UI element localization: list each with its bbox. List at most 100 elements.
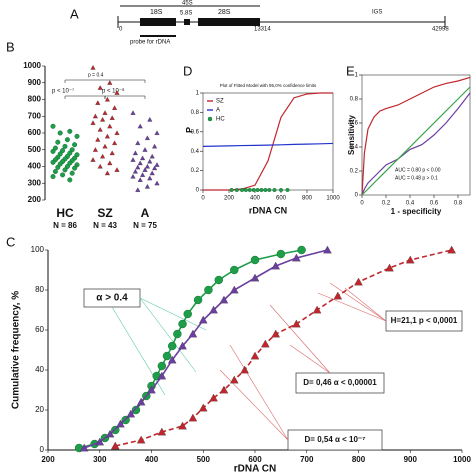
x-tick-label: 0.8: [454, 201, 463, 207]
x-tick-label: 400: [145, 455, 159, 464]
x-tick-label: HC: [56, 206, 74, 220]
annotation-box: [295, 372, 385, 394]
marker: [271, 261, 280, 270]
series-line: [361, 76, 471, 196]
marker: [64, 163, 70, 169]
y-tick-label: 700: [28, 111, 42, 120]
marker: [157, 427, 167, 436]
marker: [97, 127, 103, 132]
marker: [107, 160, 113, 166]
marker: [204, 285, 213, 295]
marker: [69, 170, 75, 176]
marker: [147, 385, 156, 394]
marker: [323, 245, 332, 254]
marker: [136, 397, 146, 406]
y-tick-label: 1: [196, 91, 200, 97]
marker: [67, 150, 73, 156]
marker: [173, 329, 182, 339]
x-tick-label: 0.6: [430, 201, 439, 207]
x-tick-label: 1000: [453, 455, 471, 464]
marker: [109, 150, 115, 156]
marker: [95, 100, 101, 105]
annotation: H=21,1 p < 0,0001: [391, 316, 458, 325]
marker: [193, 295, 203, 305]
annotation-leader: [111, 306, 166, 396]
x-axis-label: 1 - specificity: [391, 207, 442, 216]
y-axis-label: Sensitivity: [347, 114, 356, 155]
marker: [50, 174, 56, 180]
marker: [405, 255, 415, 264]
y-tick-label: 900: [28, 78, 42, 87]
series-line: [115, 249, 452, 447]
x-tick-label: A: [141, 206, 150, 220]
label: IGS: [372, 10, 382, 16]
y-tick-label: 0: [355, 193, 359, 199]
marker: [276, 249, 286, 259]
y-tick-label: 800: [28, 95, 42, 104]
y-tick-label: 80: [35, 285, 44, 294]
x-tick-label: 900: [404, 455, 418, 464]
marker: [135, 164, 141, 170]
y-tick-label: 300: [28, 178, 42, 187]
marker: [259, 187, 264, 192]
marker: [178, 319, 187, 329]
marker: [50, 159, 56, 165]
marker: [144, 183, 150, 189]
marker: [102, 143, 108, 149]
marker: [52, 145, 58, 151]
count-label: N = 86: [53, 221, 77, 230]
marker: [272, 187, 277, 192]
marker: [140, 155, 146, 161]
marker: [100, 116, 106, 122]
marker: [162, 351, 172, 361]
plot-frame: [202, 92, 334, 191]
y-tick-label: 500: [28, 145, 42, 154]
series-line: [361, 86, 471, 196]
annotation: D= 0,54 α < 10⁻⁷: [305, 435, 366, 444]
marker: [135, 187, 141, 192]
marker: [263, 187, 268, 192]
x-tick-label: 800: [352, 455, 366, 464]
marker: [114, 130, 120, 135]
marker: [50, 148, 56, 154]
marker: [152, 165, 158, 171]
marker: [229, 187, 234, 192]
marker: [130, 157, 136, 162]
marker: [92, 113, 98, 119]
panel-label: D: [183, 63, 192, 78]
marker: [109, 115, 115, 120]
y-tick-label: 1000: [23, 61, 41, 70]
marker: [271, 329, 280, 338]
marker: [234, 187, 239, 192]
marker: [147, 116, 153, 122]
marker: [114, 90, 120, 95]
marker: [292, 319, 301, 328]
annotation-leader: [289, 344, 331, 374]
marker: [114, 167, 120, 172]
marker: [90, 65, 96, 70]
annotation-leader: [317, 292, 387, 322]
marker: [104, 96, 110, 102]
marker: [188, 413, 198, 422]
y-tick-label: 600: [28, 128, 42, 137]
marker: [105, 429, 115, 438]
annotation-leader: [229, 344, 289, 441]
marker: [142, 167, 148, 172]
y-tick-label: 60: [35, 325, 44, 334]
annotation: p < 10⁻⁷: [52, 88, 74, 95]
marker: [152, 143, 158, 149]
annotation: p < 10⁻⁸: [102, 88, 125, 95]
annotation: p = 0.4: [88, 72, 104, 78]
marker: [285, 187, 290, 192]
marker: [154, 180, 160, 186]
marker: [243, 187, 248, 192]
marker: [230, 285, 239, 294]
marker: [209, 393, 218, 402]
marker: [149, 153, 155, 159]
label: 42998: [432, 27, 449, 33]
marker: [69, 147, 75, 153]
annotation-leader: [139, 297, 207, 331]
x-tick-label: 600: [276, 196, 287, 202]
marker: [50, 123, 56, 129]
